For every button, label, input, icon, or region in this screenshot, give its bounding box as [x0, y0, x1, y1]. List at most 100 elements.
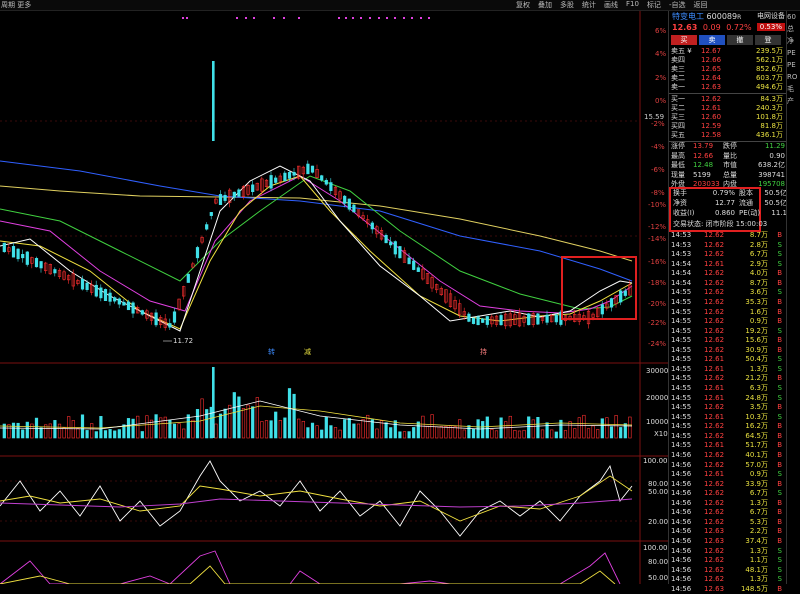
highlight-box [561, 256, 637, 320]
volume-bar [347, 418, 351, 439]
candle [122, 301, 126, 306]
sector-label[interactable]: 电网设备 [757, 12, 785, 20]
volume-bar [94, 431, 98, 439]
ma250-line [0, 185, 633, 262]
stock-name[interactable]: 特变电工 [672, 12, 704, 21]
candle [76, 280, 80, 284]
signal-dot [236, 17, 238, 19]
menu-multi[interactable]: 多股 [560, 1, 574, 9]
stock-title[interactable]: 特变电工 600089R [672, 11, 741, 22]
cancel-button[interactable]: 撤 [727, 35, 753, 45]
volume-bar [149, 419, 154, 439]
candle [154, 312, 158, 326]
menu-stats[interactable]: 统计 [582, 1, 596, 9]
volume-bar [260, 421, 264, 439]
event-marker[interactable]: 持 [480, 347, 487, 356]
volume-bar [577, 417, 581, 439]
signal-dots [182, 17, 430, 19]
menu-overlay[interactable]: 叠加 [538, 1, 552, 9]
volume-bar [264, 420, 269, 439]
volume-bar [232, 392, 236, 439]
candle [48, 263, 52, 275]
volume-label: X10 [654, 430, 668, 438]
event-marker[interactable]: 转 [268, 347, 275, 356]
candle [554, 314, 558, 323]
tick-row: 14:55 12.62 3.5万 B [671, 403, 782, 412]
menu-draw[interactable]: 画线 [604, 1, 618, 9]
candle [274, 177, 278, 183]
tick-row: 14:56 12.63 2.2万 B [671, 527, 782, 536]
menu-back[interactable]: 返回 [693, 1, 708, 9]
menu-adjust[interactable]: 复权 [516, 1, 530, 9]
stat-row: 最低 12.48 市值 638.2亿 [671, 161, 785, 169]
volume-bar [605, 417, 609, 439]
kline-svg[interactable]: 6% 4% 2% 0% -2% -4% -6% -8% -10% -12% -1… [0, 11, 668, 585]
volume-bar [402, 431, 407, 439]
buy-button[interactable]: 买 [671, 35, 697, 45]
candle [94, 284, 98, 297]
macd-label: 20.00 [648, 518, 668, 526]
candle [384, 235, 388, 244]
candle [131, 302, 135, 314]
menu-f10[interactable]: F10 [626, 0, 639, 8]
kline-chart-area[interactable]: 6% 4% 2% 0% -2% -4% -6% -8% -10% -12% -1… [0, 11, 668, 585]
low-price-label: 11.72 [173, 337, 193, 345]
volume-bar [186, 414, 190, 439]
volume-bar [131, 418, 135, 439]
stat-row: 涨停 13.79 跌停 11.29 [671, 142, 785, 150]
volume-bar [205, 409, 209, 439]
candle [324, 179, 328, 185]
candle [439, 287, 443, 296]
signal-dot [394, 17, 396, 19]
volume-bar [504, 421, 508, 439]
candle [278, 175, 282, 182]
volume-bar [490, 429, 494, 439]
volume-bar [398, 431, 402, 439]
candle [200, 237, 204, 243]
volume-bar [25, 421, 29, 439]
tick-row: 14:56 12.62 57.0万 B [671, 460, 782, 469]
top-toolbar: 周期 更多 复权 叠加 多股 统计 画线 F10 标记 -自选 返回 [0, 0, 800, 11]
ma120-line [0, 160, 633, 282]
volume-bar [113, 430, 117, 439]
quote-panel: 特变电工 600089R 电网设备 12.63 0.09 0.72% 0.53%… [668, 11, 787, 593]
tick-list[interactable]: 14:53 12.62 8.7万 B 14:53 12.62 2.8万 S 14:53 12.62… [669, 231, 787, 594]
tick-row: 14:54 12.61 2.9万 S [671, 259, 782, 268]
tick-row: 14:56 12.62 1.1万 S [671, 556, 782, 565]
candle [375, 226, 379, 235]
candle [320, 175, 324, 181]
pct-label: -20% [648, 300, 666, 308]
candle [108, 292, 112, 302]
volume-axis: 30000 20000 10000 X10 [646, 367, 668, 438]
sell-button[interactable]: 卖 [699, 35, 725, 45]
ask-row: 卖五 ¥12.67 239.5万 [671, 47, 783, 55]
menu-mark[interactable]: 标记 [646, 1, 661, 9]
signal-dot [186, 17, 188, 19]
tick-row: 14:55 12.62 35.3万 B [671, 297, 782, 306]
volume-bar [554, 431, 558, 439]
divider [669, 141, 787, 142]
candle [623, 290, 627, 296]
volume-bar [559, 419, 563, 439]
signal-dot [338, 17, 340, 19]
period-label[interactable]: 周期 更多 [1, 1, 32, 9]
volume-bar [76, 427, 80, 439]
menu-watchlist[interactable]: -自选 [668, 1, 686, 9]
event-marker[interactable]: 减 [304, 347, 311, 356]
indicator-line-yellow [0, 475, 633, 522]
candle [57, 269, 62, 277]
volume-label: 20000 [646, 394, 668, 402]
candle [444, 289, 448, 303]
volume-bar [287, 388, 292, 439]
login-button[interactable]: 登 [755, 35, 781, 45]
pct-label: -16% [648, 258, 666, 266]
tick-row: 14:56 12.61 0.9万 S [671, 470, 782, 479]
volume-bar [356, 423, 361, 439]
volume-bar [251, 406, 255, 439]
candle [402, 250, 407, 263]
candle [241, 186, 246, 197]
volume-bar [214, 423, 218, 439]
candle [237, 189, 241, 197]
tick-row: 14:56 12.62 6.7万 B [671, 508, 782, 517]
candle [34, 258, 39, 268]
